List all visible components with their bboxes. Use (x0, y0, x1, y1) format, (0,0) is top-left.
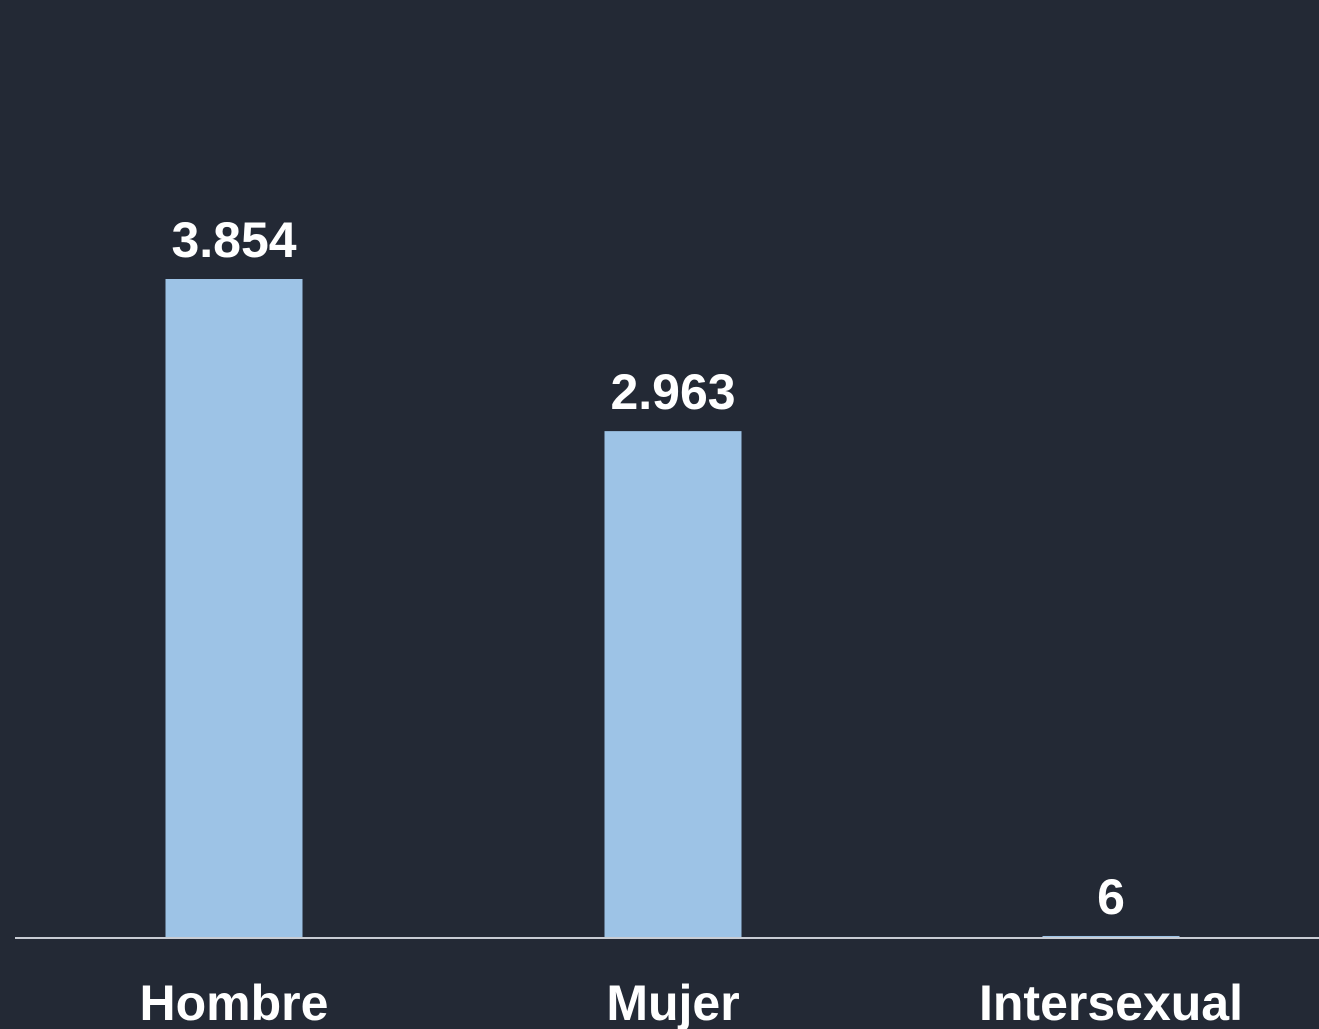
value-label-mujer: 2.963 (610, 364, 735, 420)
category-label-mujer: Mujer (606, 975, 739, 1029)
bar-intersexual (1042, 935, 1180, 937)
value-label-intersexual: 6 (1097, 869, 1125, 925)
category-label-intersexual: Intersexual (979, 975, 1243, 1029)
value-labels-group: 3.854 2.963 6 (171, 212, 1124, 925)
bar-mujer (604, 431, 742, 937)
bar-hombre (165, 279, 303, 937)
category-labels-group: Hombre Mujer Intersexual (140, 975, 1243, 1029)
bars-group (165, 279, 1180, 937)
category-label-hombre: Hombre (140, 975, 329, 1029)
value-label-hombre: 3.854 (171, 212, 296, 268)
